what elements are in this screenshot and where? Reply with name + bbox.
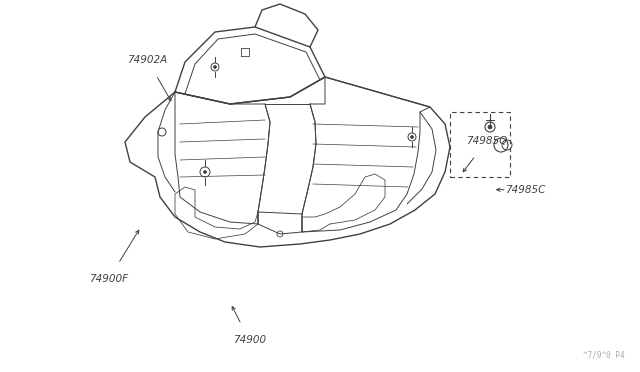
Circle shape <box>488 125 492 129</box>
Text: ^7/9^0 P4: ^7/9^0 P4 <box>584 351 625 360</box>
Text: 74902A: 74902A <box>127 55 167 64</box>
Text: 74900: 74900 <box>233 336 266 345</box>
Text: 74900F: 74900F <box>89 274 129 284</box>
Circle shape <box>410 135 413 138</box>
Circle shape <box>214 65 216 68</box>
Text: 74985Q: 74985Q <box>466 137 507 146</box>
Circle shape <box>204 170 207 173</box>
Text: 74985C: 74985C <box>504 185 545 195</box>
